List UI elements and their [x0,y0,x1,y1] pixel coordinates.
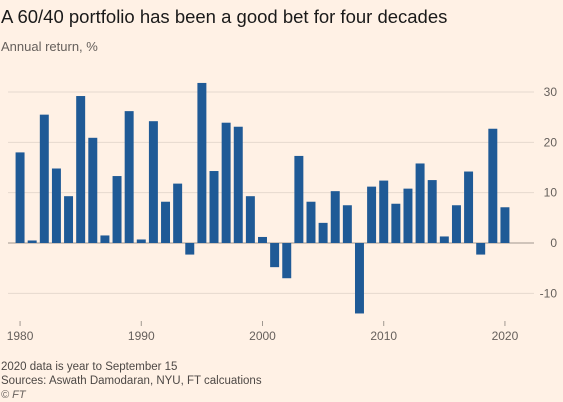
bar-2000 [258,236,267,243]
bar-1988 [112,176,122,243]
bar-2009 [367,186,377,243]
x-tick-label: 1990 [128,329,155,343]
bar-2010 [379,180,389,243]
y-axis-ticks: -10 0 10 20 30 [540,85,558,300]
bar-1987 [100,235,110,243]
chart-subtitle: Annual return, % [1,39,98,54]
bar-1981 [27,240,37,243]
bar-1999 [245,196,255,243]
bar-2003 [294,155,304,243]
bar-1980 [15,152,25,243]
bar-2014 [427,180,437,243]
y-tick-label: 10 [544,186,558,200]
bar-1993 [173,183,183,243]
bar-2002 [282,243,292,279]
bar-2017 [464,171,474,243]
chart-title: A 60/40 portfolio has been a good bet fo… [1,6,448,27]
bar-1982 [39,114,49,244]
bar-1991 [148,121,158,243]
bar-2007 [342,205,352,243]
bar-1998 [233,126,243,243]
y-tick-label: 0 [550,236,557,250]
bar-2013 [415,163,425,243]
x-tick-label: 2010 [370,329,397,343]
bars [15,82,510,314]
bar-2016 [451,205,461,243]
bar-2018 [476,243,486,255]
x-axis-ticks: 1980 1990 2000 2010 2020 [7,321,519,343]
bar-1984 [64,196,74,243]
bar-1997 [221,122,231,243]
bar-2012 [403,188,413,243]
bar-2005 [318,222,328,243]
bar-2020 [500,207,510,243]
bar-2006 [330,191,340,243]
bar-1992 [161,201,171,243]
sources-note: Sources: Aswath Damodaran, NYU, FT calcu… [1,375,262,387]
bar-2004 [306,201,316,243]
bar-1989 [124,111,134,243]
bar-2019 [488,128,498,243]
bar-1985 [76,96,86,243]
bar-2015 [439,236,449,243]
bar-1990 [136,239,146,243]
footnote: 2020 data is year to September 15 [1,361,178,373]
bar-1983 [51,168,61,243]
bar-2001 [270,243,280,268]
ft-credit: © FT [1,389,26,401]
bar-1996 [209,171,219,243]
bar-2008 [354,243,364,314]
bar-1994 [185,243,195,255]
y-tick-label: -10 [540,286,558,300]
x-tick-label: 2020 [492,329,519,343]
bar-2011 [391,203,401,243]
y-tick-label: 30 [544,85,558,99]
x-tick-label: 1980 [7,329,34,343]
bar-chart: -10 0 10 20 30 1980 1990 2000 2010 2020 [7,82,558,343]
x-tick-label: 2000 [249,329,276,343]
bar-1995 [197,82,207,243]
y-tick-label: 20 [544,135,558,149]
bar-1986 [88,137,98,243]
